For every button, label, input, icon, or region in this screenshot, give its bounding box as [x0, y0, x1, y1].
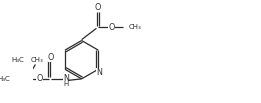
Text: H₃C: H₃C — [0, 76, 10, 82]
Text: O: O — [48, 53, 54, 62]
Text: H: H — [63, 81, 69, 87]
Text: N: N — [96, 68, 102, 77]
Text: O: O — [95, 3, 101, 12]
Text: O: O — [108, 23, 114, 32]
Text: O: O — [37, 74, 43, 83]
Text: H₃C: H₃C — [12, 57, 24, 63]
Text: N: N — [63, 74, 69, 83]
Text: CH₃: CH₃ — [129, 24, 141, 30]
Text: CH₃: CH₃ — [31, 57, 44, 63]
